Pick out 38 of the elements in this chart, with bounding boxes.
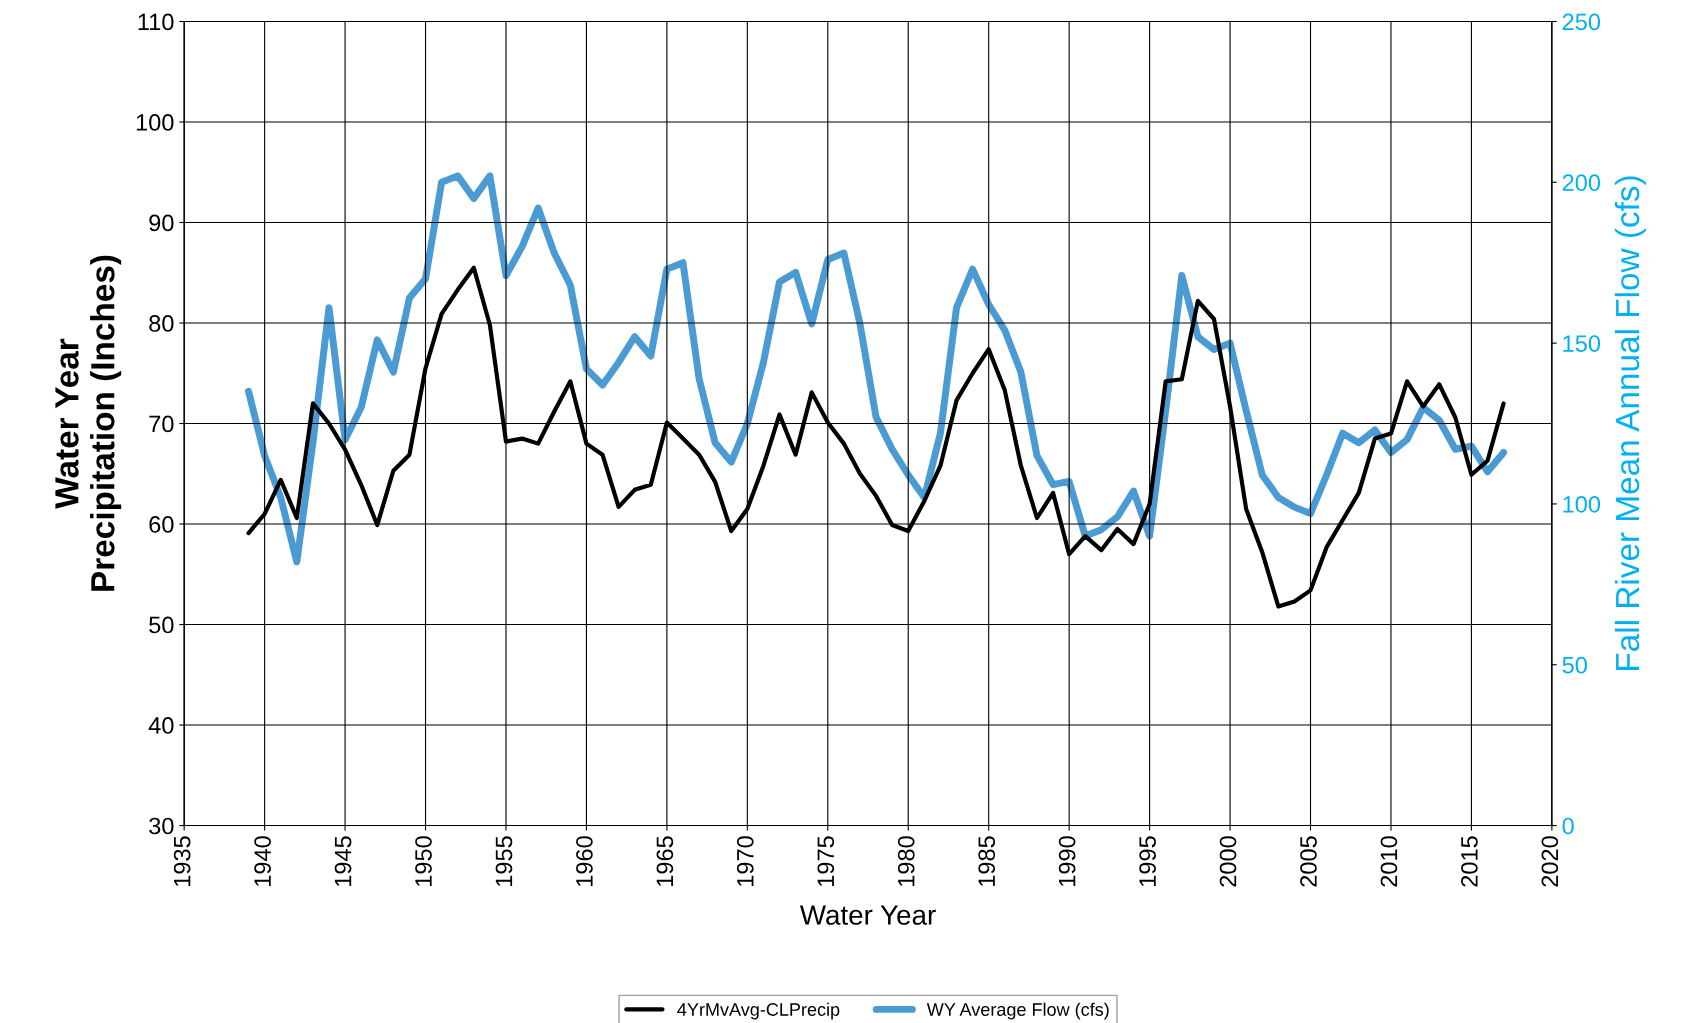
y-tick-label: 100 (136, 114, 174, 131)
x-tick-label: 1975 (817, 836, 835, 886)
y-tick-label: 110 (138, 13, 174, 31)
x-tick-label: 1985 (978, 836, 996, 886)
x-tick-label: 2005 (1300, 836, 1317, 887)
x-tick-label: 1980 (897, 836, 915, 886)
x-tick-label: 1965 (656, 836, 674, 886)
x-tick-label: 1935 (173, 836, 191, 886)
y2-tick-label: 250 (1562, 13, 1601, 31)
y2-tick-label: 50 (1562, 656, 1587, 674)
x-tick-label: 2020 (1541, 836, 1559, 887)
y2-axis-title: Fall River Mean Annual Flow (cfs) (1614, 176, 1646, 670)
x-tick-label: 1960 (576, 836, 593, 886)
y-tick-label: 30 (149, 817, 174, 835)
x-tick-label: 2010 (1380, 836, 1398, 887)
legend-label: 4YrMvAvg-CLPrecip (677, 1002, 840, 1020)
y-tick-label: 50 (149, 616, 174, 634)
y2-tick-label: 200 (1562, 174, 1601, 192)
y-tick-label: 90 (149, 214, 174, 232)
y-tick-label: 40 (148, 717, 174, 734)
y2-tick-label: 150 (1563, 335, 1601, 352)
x-tick-label: 1940 (254, 836, 271, 886)
x-tick-label: 1955 (495, 836, 513, 886)
y-axis-title: Water Year Precipitation (Inches) (55, 255, 122, 591)
y-tick-label: 60 (149, 516, 174, 533)
x-tick-label: 2000 (1219, 836, 1237, 887)
x-tick-label: 1945 (334, 836, 352, 886)
x-tick-label: 1990 (1058, 836, 1076, 886)
y2-tick-label: 100 (1563, 496, 1601, 513)
y-tick-label: 80 (149, 315, 174, 332)
x-tick-label: 1995 (1139, 836, 1156, 886)
x-tick-label: 1950 (415, 836, 432, 886)
y-tick-label: 70 (149, 415, 174, 433)
x-tick-label: 1970 (736, 836, 754, 886)
y2-tick-label: 0 (1562, 817, 1574, 835)
legend-label: WY Average Flow (cfs) (926, 1002, 1109, 1020)
x-tick-label: 2015 (1461, 836, 1478, 887)
x-axis-title: Water Year (799, 905, 936, 925)
